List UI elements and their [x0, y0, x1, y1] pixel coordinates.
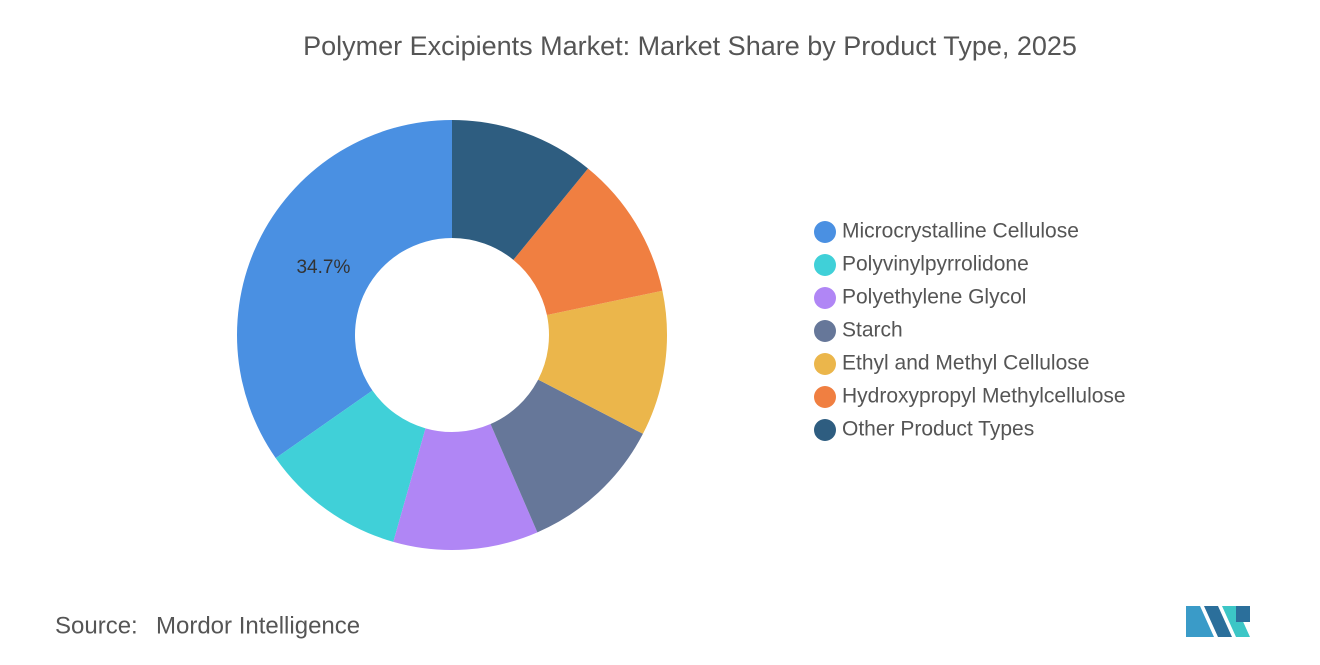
legend-swatch: [814, 386, 836, 408]
pie-slice: [452, 120, 589, 260]
pie-slice: [275, 390, 426, 542]
legend-label: Microcrystalline Cellulose: [842, 220, 1079, 243]
legend-swatch: [814, 254, 836, 276]
legend-label: Polyvinylpyrrolidone: [842, 253, 1029, 276]
logo: [1186, 606, 1250, 637]
legend-label: Ethyl and Methyl Cellulose: [842, 352, 1089, 375]
legend-label: Polyethylene Glycol: [842, 286, 1026, 309]
legend-swatch: [814, 287, 836, 309]
pie-slice: [490, 379, 643, 533]
legend-label: Other Product Types: [842, 418, 1034, 441]
pie-slice: [237, 120, 452, 459]
pie-slice: [513, 168, 663, 316]
legend-swatch: [814, 419, 836, 441]
legend-label: Hydroxypropyl Methylcellulose: [842, 385, 1126, 408]
source-label: Source:: [55, 612, 138, 639]
chart-title: Polymer Excipients Market: Market Share …: [303, 31, 1077, 61]
pie-slice: [393, 424, 538, 550]
pie-slice: [538, 290, 667, 434]
source-text: Mordor Intelligence: [156, 612, 360, 639]
data-label: 34.7%: [296, 257, 350, 278]
legend-label: Starch: [842, 319, 903, 342]
legend-swatch: [814, 353, 836, 375]
legend-swatch: [814, 221, 836, 243]
legend-swatch: [814, 320, 836, 342]
